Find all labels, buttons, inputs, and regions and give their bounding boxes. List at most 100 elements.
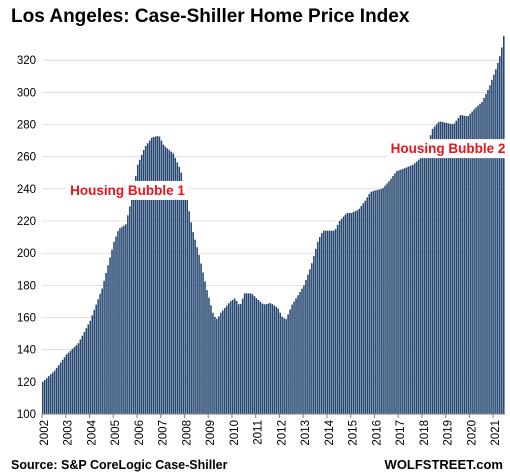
bar	[85, 328, 88, 414]
bar	[328, 230, 331, 414]
bar	[285, 319, 287, 414]
bar	[227, 303, 230, 414]
bar	[133, 187, 135, 414]
bar	[283, 318, 285, 414]
bar	[226, 305, 228, 414]
x-tick-label: 2018	[419, 420, 431, 446]
bar	[119, 228, 121, 414]
bar	[261, 303, 264, 414]
bar	[307, 274, 309, 414]
bar	[273, 305, 276, 414]
bar	[51, 372, 54, 414]
bar	[370, 191, 372, 414]
annotation: Housing Bubble 1	[66, 180, 190, 200]
bar	[184, 188, 186, 414]
bar	[320, 233, 323, 414]
bar	[305, 279, 307, 414]
bar	[406, 167, 408, 414]
bar	[233, 298, 236, 414]
bar	[358, 208, 361, 414]
bar	[398, 170, 400, 414]
bar	[499, 56, 501, 415]
bar	[293, 301, 295, 414]
bar	[121, 226, 123, 414]
bar	[388, 181, 390, 414]
bar	[431, 128, 434, 414]
bar	[326, 230, 329, 414]
bar	[245, 293, 248, 415]
bar	[433, 126, 436, 414]
x-tick-label: 2004	[86, 419, 98, 445]
annotation: Housing Bubble 2	[386, 139, 510, 159]
bar	[479, 103, 481, 415]
bar	[67, 352, 70, 414]
bar	[303, 285, 305, 414]
bar	[279, 312, 281, 414]
bar	[154, 136, 157, 414]
bar	[73, 346, 76, 414]
bar	[267, 303, 270, 414]
bar	[410, 165, 412, 414]
bar	[69, 350, 72, 414]
bar	[287, 314, 289, 414]
bar	[437, 122, 440, 415]
bar	[362, 203, 365, 414]
x-tick-label: 2012	[276, 420, 288, 446]
bar	[59, 362, 62, 414]
bar	[271, 304, 274, 414]
bar	[350, 212, 353, 414]
bar	[129, 206, 131, 414]
bar	[419, 157, 422, 414]
bar	[340, 218, 343, 414]
bar	[125, 224, 127, 414]
bar	[229, 301, 232, 414]
bar	[459, 115, 462, 414]
bar	[467, 116, 469, 414]
bar	[275, 306, 278, 414]
bar	[111, 249, 113, 414]
bar	[249, 293, 252, 415]
bar	[89, 320, 92, 414]
bar	[281, 316, 283, 414]
bar	[368, 194, 370, 414]
x-tick-label: 2008	[181, 420, 193, 446]
bar	[237, 304, 240, 414]
bar	[158, 136, 161, 414]
bar	[202, 272, 204, 414]
bar	[324, 230, 327, 414]
bar	[101, 288, 103, 414]
bar	[413, 163, 416, 414]
bar	[439, 121, 442, 415]
bar	[42, 381, 44, 414]
bar	[188, 211, 190, 414]
bar	[378, 189, 380, 414]
bar	[176, 162, 179, 414]
bar	[360, 205, 363, 414]
bar	[322, 230, 325, 414]
bar	[457, 118, 460, 414]
bar	[255, 298, 258, 414]
bar	[97, 299, 99, 414]
bar	[374, 190, 376, 414]
bar	[180, 172, 183, 414]
x-tick-label: 2014	[324, 419, 336, 445]
bar	[220, 312, 222, 414]
bar	[131, 197, 133, 414]
bar	[404, 168, 406, 414]
bar	[140, 154, 143, 414]
bar	[427, 142, 430, 414]
bar	[356, 210, 359, 414]
bar	[55, 367, 58, 414]
bar	[117, 231, 119, 414]
bar	[77, 343, 80, 414]
bar	[142, 149, 145, 414]
x-axis: 2002 2003 2004 2005 2006 2007 2008 2009 2010 2011…	[39, 413, 505, 446]
y-tick-label: 120	[17, 377, 36, 389]
bar	[162, 144, 165, 414]
bar	[443, 122, 446, 414]
bar	[394, 173, 396, 414]
bar	[344, 214, 347, 414]
bar	[301, 288, 303, 414]
bar	[204, 281, 206, 414]
bar	[172, 153, 175, 414]
